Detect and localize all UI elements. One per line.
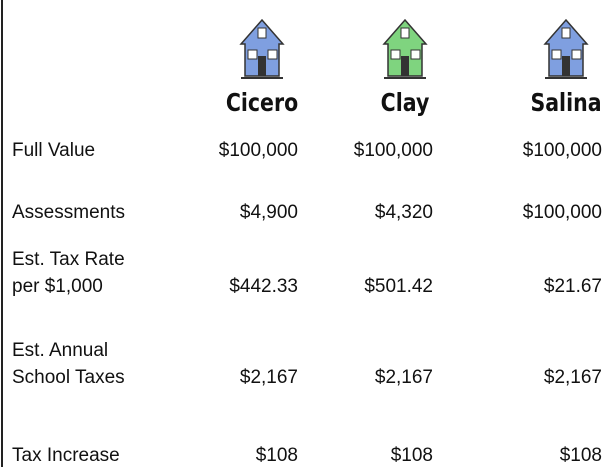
row-label: Full Value	[12, 140, 96, 161]
value-cell: $21.67	[543, 276, 602, 297]
column-header: Clay	[380, 88, 430, 117]
row-label: Est. Tax Rate	[12, 249, 125, 270]
value-cell: $108	[559, 445, 602, 466]
house-icon	[541, 18, 591, 80]
value-cell: $501.42	[364, 276, 433, 297]
left-border	[1, 0, 3, 467]
row-label: Assessments	[12, 202, 125, 223]
value-cell: $442.33	[229, 276, 298, 297]
house-icon	[380, 18, 430, 80]
value-cell: $4,320	[374, 202, 433, 223]
column-header: Cicero	[225, 88, 299, 117]
row-label: School Taxes	[12, 367, 125, 388]
column-header: Salina	[530, 88, 602, 117]
value-cell: $108	[390, 445, 433, 466]
value-cell: $100,000	[353, 140, 433, 161]
value-cell: $4,900	[239, 202, 298, 223]
house-icon	[237, 18, 287, 80]
value-cell: $100,000	[218, 140, 298, 161]
row-label: per $1,000	[12, 276, 103, 297]
value-cell: $100,000	[522, 140, 602, 161]
row-label: Est. Annual	[12, 340, 109, 361]
value-cell: $108	[255, 445, 298, 466]
row-label: Tax Increase	[12, 445, 120, 466]
value-cell: $2,167	[543, 367, 602, 388]
value-cell: $2,167	[374, 367, 433, 388]
value-cell: $100,000	[522, 202, 602, 223]
value-cell: $2,167	[239, 367, 298, 388]
